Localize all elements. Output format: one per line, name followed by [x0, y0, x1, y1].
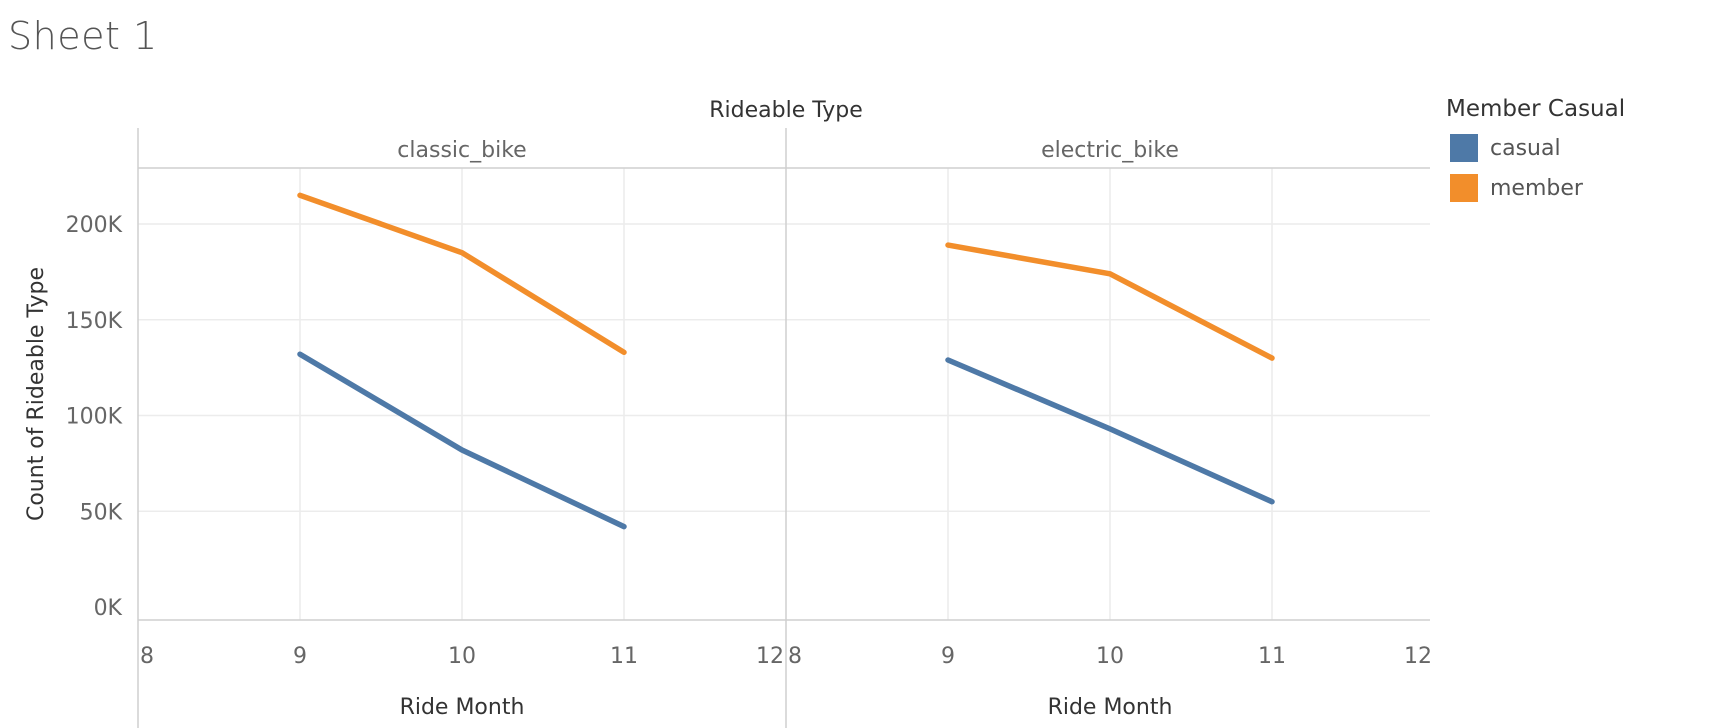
series-line-classic_bike-casual — [297, 351, 627, 530]
x-axis-title: Ride Month — [400, 695, 525, 720]
legend-label-member: member — [1490, 175, 1583, 201]
x-tick-label: 11 — [1258, 644, 1286, 669]
x-tick-label: 10 — [1096, 644, 1124, 669]
x-axis-title: Ride Month — [1048, 695, 1173, 720]
x-tick-label: 8 — [788, 644, 802, 669]
y-tick-label: 50K — [80, 500, 123, 525]
legend-swatch-casual — [1450, 134, 1478, 162]
x-tick-label: 12 — [1404, 644, 1430, 669]
sheet-title: Sheet 1 — [8, 14, 158, 58]
x-tick-label: 11 — [610, 644, 638, 669]
y-tick-label: 150K — [66, 309, 123, 334]
x-tick-label: 10 — [448, 644, 476, 669]
y-tick-label: 200K — [66, 213, 123, 238]
x-tick-label: 9 — [941, 644, 955, 669]
legend: Member Casual casual member — [1446, 96, 1625, 208]
series-line-electric_bike-member — [945, 242, 1275, 361]
legend-label-casual: casual — [1490, 135, 1561, 161]
panel-header-classic_bike: classic_bike — [397, 138, 526, 163]
legend-item-member[interactable]: member — [1446, 168, 1625, 208]
x-tick-label: 12 — [756, 644, 784, 669]
series-line-classic_bike-member — [297, 192, 627, 356]
y-tick-label: 100K — [66, 405, 123, 430]
legend-swatch-member — [1450, 174, 1478, 202]
x-tick-label: 8 — [140, 644, 154, 669]
y-tick-label: 0K — [94, 596, 123, 621]
faceted-line-chart: Rideable Type Count of Rideable Type 0K 50K… — [24, 98, 1430, 728]
legend-title: Member Casual — [1446, 96, 1626, 122]
x-tick-label: 9 — [293, 644, 307, 669]
column-header: Rideable Type — [709, 98, 863, 123]
panel-header-electric_bike: electric_bike — [1041, 138, 1179, 163]
legend-item-casual[interactable]: casual — [1446, 128, 1625, 168]
series-line-electric_bike-casual — [945, 357, 1275, 505]
y-axis-title: Count of Rideable Type — [24, 267, 49, 521]
